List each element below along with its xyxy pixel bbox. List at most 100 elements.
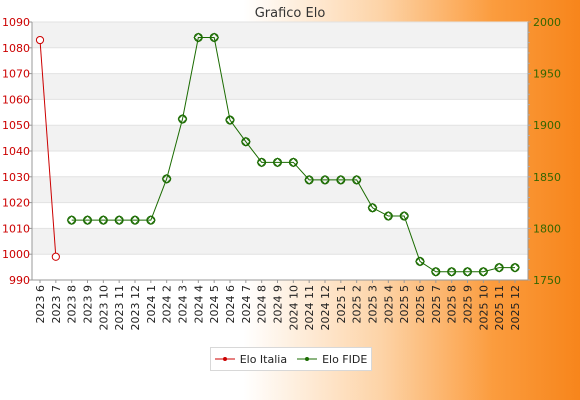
series-layer <box>35 32 520 277</box>
data-point-ring <box>241 137 251 147</box>
series-line <box>71 36 515 273</box>
x-tick-label: 2025 7 <box>430 285 443 324</box>
series-line <box>39 40 57 257</box>
data-point-ring <box>399 211 409 221</box>
chart-title: Grafico Elo <box>255 6 326 21</box>
left-tick-label: 1020 <box>2 197 30 210</box>
x-tick-label: 2025 5 <box>398 285 411 324</box>
right-tick-label: 2000 <box>533 16 561 29</box>
left-tick-label: 1070 <box>2 68 30 81</box>
x-tick-label: 2025 9 <box>462 285 475 324</box>
data-point-ring <box>146 215 156 225</box>
left-tick-label: 990 <box>9 274 30 287</box>
data-point-ring <box>510 263 520 273</box>
x-tick-label: 2023 11 <box>113 285 126 331</box>
legend: Elo Italia Elo FIDE <box>210 347 372 371</box>
data-point-ring <box>447 267 457 277</box>
legend-label-elo-italia: Elo Italia <box>239 352 288 366</box>
data-point-ring <box>352 175 362 185</box>
left-tick-label: 1030 <box>2 171 30 184</box>
x-tick-label: 2025 10 <box>477 285 490 331</box>
x-tick-label: 2024 11 <box>303 285 316 331</box>
data-point-ring <box>98 215 108 225</box>
plot-band <box>32 228 528 255</box>
plot-band <box>32 176 528 203</box>
legend-swatch-elo-fide <box>297 357 318 361</box>
left-axis: 990 1000 1010 1020 1030 1040 1050 1060 1070 1080 1… <box>2 16 33 287</box>
data-point-ring <box>415 256 425 266</box>
series-elo-fide <box>66 32 520 277</box>
x-axis: 2023 6 2023 7 2023 8 2023 9 2023 10 2023 11 20… <box>32 279 528 331</box>
data-point-ring <box>178 114 187 124</box>
x-tick-label: 2023 8 <box>66 285 79 324</box>
series-elo-italia <box>35 35 60 261</box>
left-tick-label: 1080 <box>2 42 30 55</box>
plot-band <box>32 125 528 151</box>
right-tick-label: 1850 <box>533 171 561 184</box>
legend-swatch-elo-italia <box>214 357 235 361</box>
data-point-ring <box>288 157 298 167</box>
x-tick-label: 2024 10 <box>287 285 300 331</box>
x-tick-label: 2023 6 <box>34 285 47 324</box>
x-tick-label: 2024 7 <box>240 285 253 324</box>
data-point-ring <box>273 157 282 167</box>
right-tick-label: 1950 <box>533 68 561 81</box>
x-tick-label: 2024 5 <box>208 285 221 324</box>
x-tick-label: 2024 12 <box>319 285 332 331</box>
plot-band <box>32 73 528 100</box>
x-tick-label: 2025 12 <box>509 285 522 331</box>
data-point-ring <box>478 267 488 277</box>
x-tick-label: 2024 8 <box>256 285 269 324</box>
data-point <box>35 35 45 45</box>
x-tick-label: 2025 3 <box>367 285 380 324</box>
data-point-ring <box>257 157 267 167</box>
data-point-ring <box>320 175 330 185</box>
left-tick-label: 1060 <box>2 93 30 106</box>
left-tick-label: 1040 <box>2 145 30 158</box>
data-point-ring <box>494 263 504 273</box>
x-tick-label: 2024 3 <box>177 285 190 324</box>
data-point-ring <box>130 215 140 225</box>
data-point-ring <box>383 211 393 221</box>
x-tick-label: 2024 4 <box>192 285 205 324</box>
x-tick-label: 2023 9 <box>82 285 95 324</box>
data-point-ring <box>304 175 314 185</box>
data-point-ring <box>83 215 92 225</box>
x-tick-label: 2024 6 <box>224 285 237 324</box>
left-tick-label: 1010 <box>2 222 30 235</box>
right-tick-label: 1750 <box>533 274 561 287</box>
right-tick-label: 1800 <box>533 222 561 235</box>
x-tick-label: 2025 4 <box>382 285 395 324</box>
data-point-ring <box>225 115 235 125</box>
right-axis: 1750 1800 1850 1900 1950 2000 <box>527 16 561 287</box>
x-tick-label: 2025 2 <box>351 285 364 324</box>
data-point-ring <box>431 267 441 277</box>
x-tick-label: 2024 1 <box>145 285 158 324</box>
data-point-ring <box>193 32 203 42</box>
data-point-ring <box>463 267 472 277</box>
data-point-ring <box>368 203 377 213</box>
x-tick-label: 2024 2 <box>161 285 174 324</box>
x-tick-label: 2025 1 <box>335 285 348 324</box>
data-point <box>51 252 60 261</box>
legend-item-elo-italia: Elo Italia <box>214 352 288 366</box>
plot-band <box>32 22 528 48</box>
data-point-ring <box>336 175 346 185</box>
x-tick-label: 2023 7 <box>50 285 63 324</box>
x-tick-label: 2025 11 <box>493 285 506 331</box>
data-point-ring <box>162 174 172 184</box>
legend-item-elo-fide: Elo FIDE <box>297 353 367 366</box>
x-tick-label: 2025 8 <box>446 285 459 324</box>
data-point-ring <box>114 215 124 225</box>
right-tick-label: 1900 <box>533 119 561 132</box>
data-point-ring <box>67 215 77 225</box>
legend-label-elo-fide: Elo FIDE <box>322 352 368 366</box>
x-tick-label: 2023 12 <box>129 285 142 331</box>
x-tick-label: 2023 10 <box>97 285 110 331</box>
x-tick-label: 2024 9 <box>272 285 285 324</box>
left-tick-label: 1050 <box>2 119 30 132</box>
data-point-ring <box>209 32 219 42</box>
left-tick-label: 1090 <box>2 16 30 29</box>
